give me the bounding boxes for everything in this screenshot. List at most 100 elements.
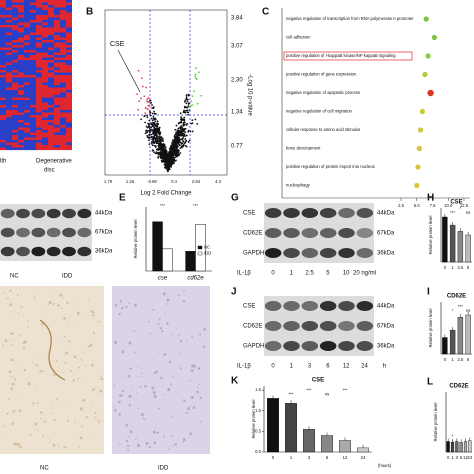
- heatmap-cell: [48, 80, 54, 83]
- heatmap-cell: [24, 142, 30, 146]
- legend-swatch: [197, 245, 203, 250]
- heatmap-cell: [18, 77, 24, 81]
- heatmap-cell: [48, 37, 54, 41]
- photo-speck: [128, 341, 132, 345]
- panel-letter: C: [262, 7, 269, 18]
- volcano-point: [191, 104, 194, 106]
- photo-speck: [62, 297, 65, 299]
- heatmap-cell: [24, 5, 30, 8]
- dot: [417, 127, 424, 133]
- heatmap-cell: [36, 57, 42, 61]
- heatmap-cell: [48, 100, 54, 103]
- volcano-point: [141, 85, 144, 88]
- heatmap-cell: [12, 17, 18, 21]
- volcano-point: [148, 136, 151, 139]
- dot: [425, 53, 431, 59]
- volcano-point: [155, 133, 158, 135]
- photo-speck: [90, 343, 93, 346]
- heatmap-cell: [24, 127, 30, 131]
- heatmap-cell: [12, 132, 18, 136]
- heatmap-cell: [18, 95, 24, 98]
- heatmap-cell: [6, 30, 12, 33]
- heatmap-cell: [24, 67, 30, 71]
- volcano-point: [146, 116, 149, 119]
- volcano-point: [154, 128, 157, 131]
- dot: [415, 164, 421, 170]
- heatmap-cell: [60, 120, 66, 123]
- bar: [465, 314, 471, 355]
- volcano-point: [172, 146, 175, 149]
- heatmap-cell: [48, 40, 54, 43]
- heatmap-cell: [60, 117, 66, 121]
- blot-band: [264, 321, 282, 331]
- heatmap-cell: [42, 97, 48, 101]
- heatmap-cell: [66, 120, 72, 123]
- volcano-point: [191, 95, 194, 98]
- blot-band: [16, 246, 30, 257]
- volcano-point: [194, 75, 196, 78]
- heatmap-cell: [6, 97, 12, 101]
- heatmap-cell: [30, 20, 36, 23]
- heatmap-cell: [54, 140, 60, 143]
- heatmap-cell: [24, 110, 30, 113]
- heatmap-cell: [24, 72, 30, 76]
- heatmap-cell: [36, 107, 42, 111]
- volcano-point: [158, 133, 161, 135]
- photo-speck: [168, 448, 170, 450]
- heatmap-cell: [18, 27, 24, 31]
- heatmap-cell: [54, 92, 60, 96]
- heatmap-cell: [24, 12, 30, 16]
- y-axis-label: -Log 10 p-value: [246, 74, 252, 116]
- heatmap-cell: [30, 35, 36, 38]
- heatmap-cell: [42, 12, 48, 16]
- x-tick-label: 1: [451, 265, 454, 270]
- heatmap-cell: [30, 15, 36, 18]
- heatmap-cell: [30, 55, 36, 58]
- heatmap-cell: [18, 127, 24, 131]
- heatmap-cell: [0, 105, 6, 108]
- heatmap-cell: [6, 72, 12, 76]
- volcano-point: [147, 96, 150, 99]
- photo-speck: [203, 327, 206, 331]
- volcano-point: [194, 118, 197, 121]
- heatmap-cell: [48, 50, 54, 53]
- volcano-point: [151, 119, 154, 122]
- photo-speck: [166, 321, 169, 325]
- dot: [423, 16, 429, 22]
- volcano-point: [176, 141, 179, 144]
- volcano-point: [167, 158, 170, 161]
- blot-band: [0, 246, 15, 257]
- photo-speck: [128, 302, 131, 305]
- heatmap-cell: [24, 105, 30, 108]
- photo-speck: [42, 435, 45, 438]
- volcano-point: [195, 67, 197, 69]
- heatmap-cell: [48, 142, 54, 146]
- heatmap-cell: [24, 145, 30, 148]
- heatmap-cell: [0, 95, 6, 98]
- heatmap-cell: [18, 32, 24, 36]
- volcano-point: [175, 155, 178, 158]
- panel-letter: J: [231, 287, 237, 298]
- volcano-point: [180, 116, 182, 119]
- heatmap-cell: [6, 147, 12, 151]
- photo-speck: [77, 377, 80, 380]
- blot-band: [283, 208, 300, 218]
- photo-speck: [78, 446, 81, 449]
- heatmap-cell: [60, 85, 66, 88]
- heatmap-cell: [6, 105, 12, 108]
- photo-speck: [172, 375, 174, 378]
- volcano-point: [162, 140, 164, 143]
- volcano-point: [175, 124, 178, 127]
- volcano-point: [183, 116, 186, 119]
- blot-band: [283, 228, 300, 238]
- legend-swatch: [197, 251, 203, 256]
- photo-speck: [67, 405, 69, 407]
- heatmap-cell: [42, 40, 48, 43]
- x-tick-label: 24: [467, 455, 472, 460]
- photo-speck: [154, 403, 155, 404]
- lane-label: h: [383, 364, 386, 370]
- heatmap-cell: [24, 52, 30, 56]
- heatmap-cell: [0, 30, 6, 33]
- heatmap-cell: [18, 147, 24, 151]
- heatmap-cell: [54, 117, 60, 121]
